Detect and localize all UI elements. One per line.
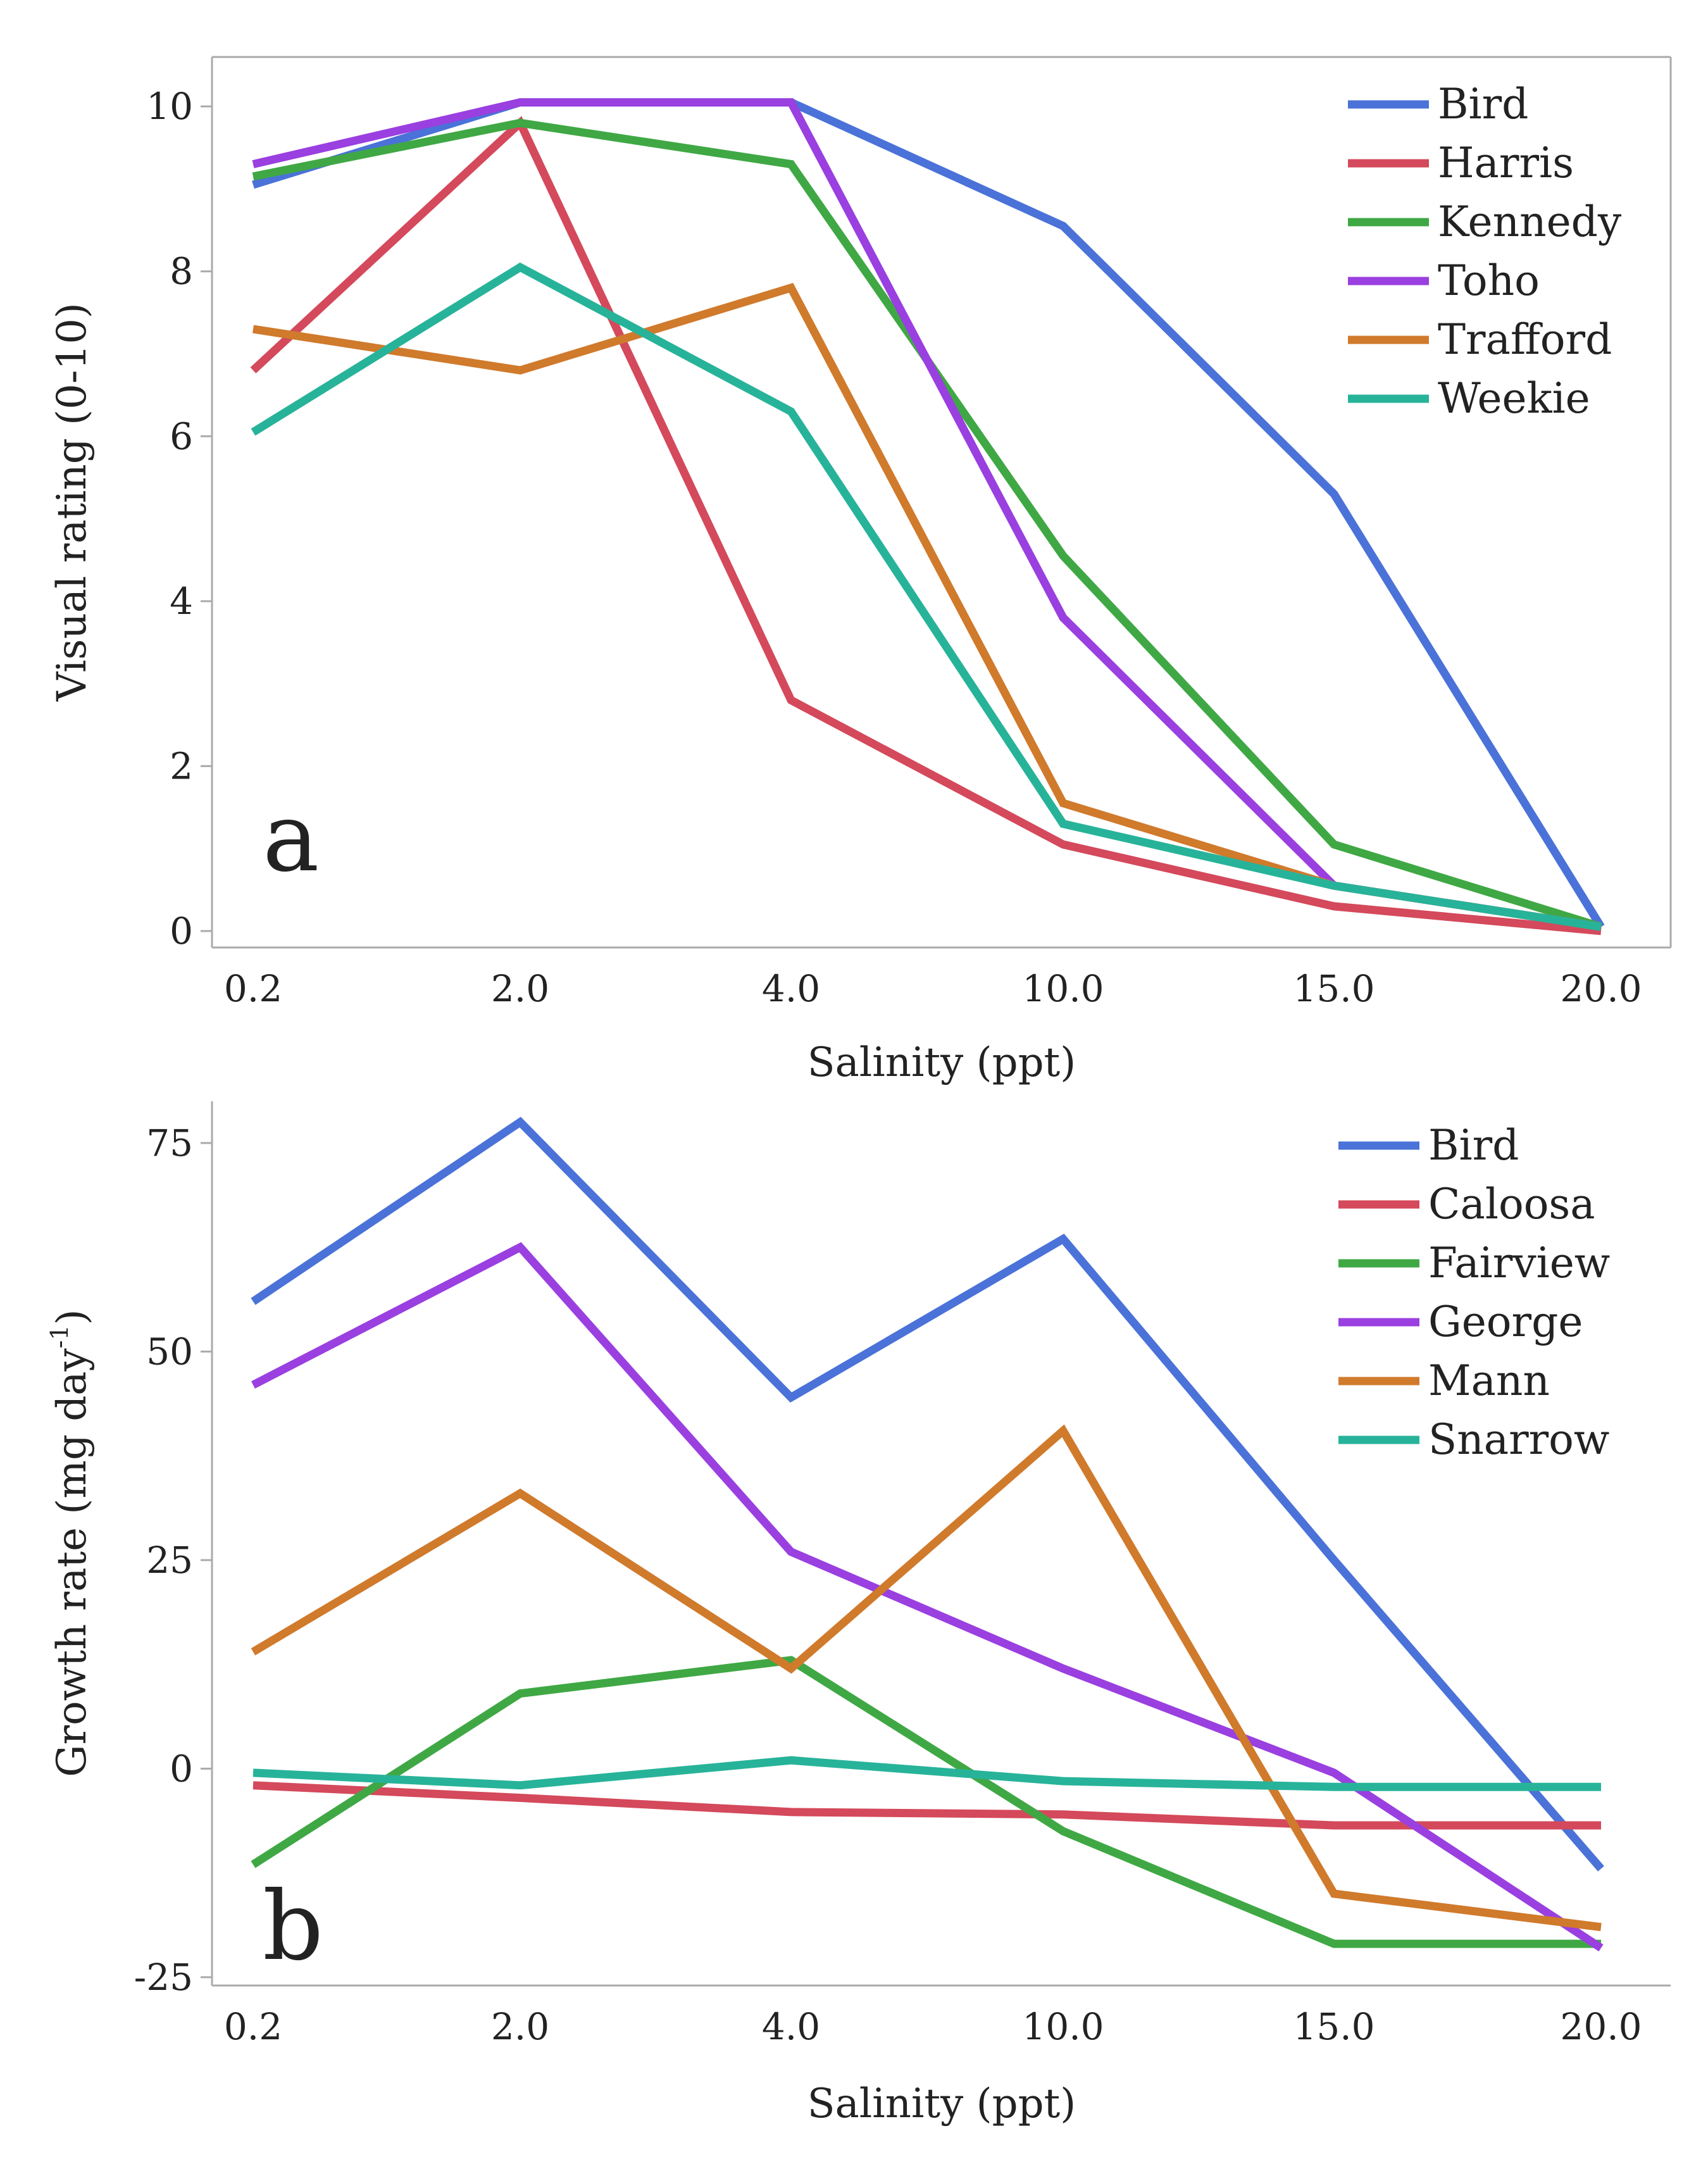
x-tick-label: 4.0	[762, 2005, 820, 2048]
legend-label-trafford: Trafford	[1438, 315, 1612, 364]
x-tick-label: 15.0	[1293, 967, 1375, 1010]
x-tick-label: 10.0	[1022, 2005, 1104, 2048]
x-tick-label: 0.2	[224, 2005, 282, 2048]
y-axis-title-superscript: -1	[46, 1325, 73, 1348]
series-lines	[250, 98, 1605, 935]
x-tick-label: 20.0	[1560, 2005, 1642, 2048]
legend-label-harris: Harris	[1438, 139, 1574, 187]
x-axis-title: Salinity (ppt)	[807, 1039, 1076, 1086]
series-line-fairview	[251, 1656, 1601, 1948]
y-axis-ticks: -25 0 25 50 75	[134, 1122, 212, 1999]
legend-label-bird: Bird	[1428, 1121, 1519, 1170]
series-line-snarrow	[252, 1756, 1601, 1791]
legend-label-fairview: Fairview	[1428, 1239, 1610, 1287]
y-axis-title-main: Growth rate (mg day	[49, 1348, 96, 1777]
y-axis-title-suffix: )	[49, 1309, 96, 1325]
y-tick-label: 8	[170, 250, 193, 293]
legend-label-mann: Mann	[1428, 1356, 1550, 1405]
legend-label-toho: Toho	[1438, 256, 1540, 305]
legend-label-caloosa: Caloosa	[1428, 1180, 1595, 1229]
x-tick-label: 20.0	[1560, 967, 1642, 1010]
series-line-mann	[251, 1424, 1602, 1932]
x-tick-label: 0.2	[224, 967, 282, 1010]
x-axis-ticks: 0.2 2.0 4.0 10.0 15.0 20.0	[224, 967, 1642, 1010]
y-tick-label: 4	[170, 580, 193, 623]
series-line-kennedy	[252, 118, 1602, 931]
legend: Bird Caloosa Fairview George Mann Snarrow	[1338, 1121, 1610, 1464]
y-axis-title: Visual rating (0-10)	[49, 303, 96, 702]
y-tick-label: 0	[170, 1747, 193, 1790]
legend-label-george: George	[1428, 1298, 1583, 1346]
y-axis-title: Growth rate (mg day-1)	[46, 1309, 96, 1777]
y-tick-label: 0	[170, 910, 193, 953]
x-tick-label: 15.0	[1293, 2005, 1375, 2048]
legend: Bird Harris Kennedy Toho Trafford Weekie	[1348, 80, 1622, 423]
series-line-harris	[250, 116, 1602, 935]
series-lines	[251, 1116, 1604, 1952]
x-tick-label: 10.0	[1022, 967, 1104, 1010]
series-line-george	[251, 1242, 1604, 1952]
y-tick-label: 75	[146, 1122, 193, 1165]
series-line-caloosa	[252, 1781, 1601, 1830]
legend-label-kennedy: Kennedy	[1438, 197, 1622, 246]
legend-label-weekie: Weekie	[1438, 374, 1590, 423]
chart-panel-b: -25 0 25 50 75 0.2 2.0 4.0 10.0 15.0 20.0 Bird Cal…	[46, 1101, 1671, 2127]
y-tick-label: -25	[134, 1956, 193, 1999]
y-tick-label: 10	[146, 85, 193, 128]
x-axis-title: Salinity (ppt)	[807, 2080, 1076, 2127]
y-tick-label: 50	[146, 1330, 193, 1373]
series-line-trafford	[252, 283, 1602, 931]
series-line-weekie	[251, 262, 1602, 931]
panel-letter-a: a	[263, 783, 319, 893]
y-tick-label: 6	[170, 415, 193, 458]
x-tick-label: 4.0	[762, 967, 820, 1010]
x-axis-ticks: 0.2 2.0 4.0 10.0 15.0 20.0	[224, 2005, 1642, 2048]
series-line-bird	[251, 1116, 1604, 1872]
y-tick-label: 25	[146, 1539, 193, 1582]
x-tick-label: 2.0	[491, 967, 549, 1010]
legend-label-snarrow: Snarrow	[1428, 1415, 1609, 1464]
legend-label-bird: Bird	[1438, 80, 1528, 128]
y-tick-label: 2	[170, 744, 193, 787]
chart-panel-a: 0 2 4 6 8 10 0.2 2.0 4.0 10.0 15.0 20.0 Bird Harris…	[49, 56, 1672, 1086]
x-tick-label: 2.0	[491, 2005, 549, 2048]
y-axis-ticks: 0 2 4 6 8 10	[146, 85, 212, 953]
panel-letter-b: b	[263, 1872, 323, 1982]
